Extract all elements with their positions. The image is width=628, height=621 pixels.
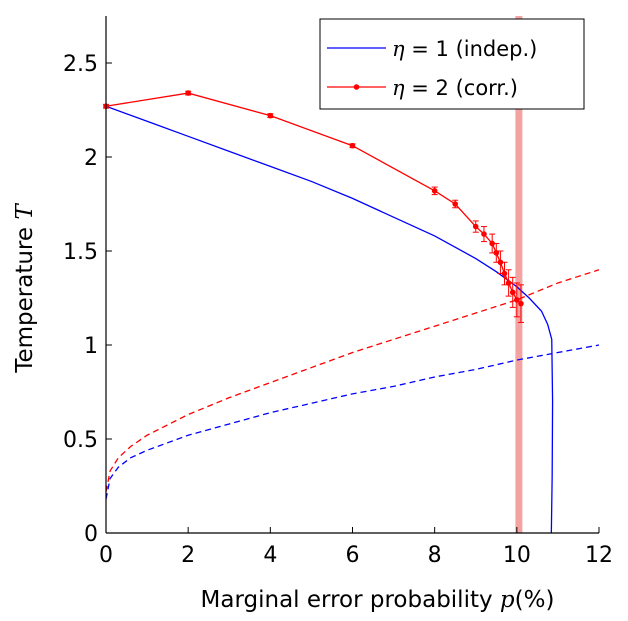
threshold-band xyxy=(515,16,523,533)
data-point xyxy=(514,297,520,303)
data-point xyxy=(185,90,191,96)
x-tick-label: 4 xyxy=(263,543,277,568)
legend-label-corr-eq: = 2 xyxy=(405,76,456,100)
series-dashed-blue xyxy=(105,344,600,500)
legend-label-indep-rest: (indep.) xyxy=(456,37,538,61)
y-tick-label: 1 xyxy=(84,334,98,359)
x-tick-label: 8 xyxy=(428,543,442,568)
x-tick-label: 2 xyxy=(181,543,195,568)
legend-label-corr-rest: (corr.) xyxy=(456,76,518,100)
series-layer xyxy=(103,90,600,534)
x-tick-label: 6 xyxy=(346,543,360,568)
x-axis-title-variable: p xyxy=(500,587,515,613)
x-axis-title-unit: (%) xyxy=(515,587,555,613)
x-axis-title-text: Marginal error probability xyxy=(201,587,500,613)
data-point xyxy=(501,270,508,277)
x-tick-label: 10 xyxy=(503,543,531,568)
data-point xyxy=(452,201,459,207)
y-axis-title: Temperature T xyxy=(12,203,38,374)
y-tick-label: 0 xyxy=(84,522,98,547)
legend-marker-corr xyxy=(353,84,360,90)
series-line-corr xyxy=(105,92,522,305)
data-point xyxy=(505,280,512,286)
data-point xyxy=(349,142,356,149)
series-line-indep xyxy=(105,105,554,534)
x-axis-title: Marginal error probability p(%) xyxy=(201,587,555,613)
y-axis-title-text: Temperature xyxy=(12,220,38,374)
data-point xyxy=(267,112,274,119)
data-point xyxy=(481,231,487,237)
tick-layer: 0 2 4 6 8 10 12 0 0.5 1 1.5 2 2.5 xyxy=(63,52,613,568)
x-tick-label: 0 xyxy=(99,543,113,568)
legend-label-corr-var: η xyxy=(392,76,405,100)
legend-label-indep-var: η xyxy=(392,37,405,61)
data-point xyxy=(518,300,524,307)
y-tick-label: 2 xyxy=(84,146,98,171)
series-dashed-red xyxy=(105,269,600,492)
y-tick-label: 1.5 xyxy=(63,240,98,265)
data-point xyxy=(489,240,495,247)
legend-box xyxy=(319,18,585,110)
data-point xyxy=(509,289,516,296)
data-point xyxy=(431,188,438,194)
legend: η = 1 (indep.) η = 2 (corr.) xyxy=(319,18,585,110)
legend-label-corr: η = 2 (corr.) xyxy=(392,76,518,100)
data-point xyxy=(472,223,479,230)
y-tick-label: 2.5 xyxy=(63,52,98,77)
y-axis-title-variable: T xyxy=(12,203,38,220)
data-point xyxy=(497,259,504,266)
y-tick-label: 0.5 xyxy=(63,428,98,453)
x-tick-label: 12 xyxy=(585,543,613,568)
legend-label-indep-eq: = 1 xyxy=(405,37,456,61)
legend-label-indep: η = 1 (indep.) xyxy=(392,37,537,61)
